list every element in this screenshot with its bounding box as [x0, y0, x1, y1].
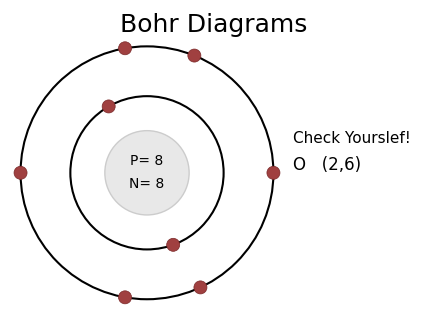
Text: O   (2,6): O (2,6): [292, 156, 360, 174]
Circle shape: [266, 166, 279, 179]
Circle shape: [166, 238, 179, 251]
Circle shape: [193, 281, 207, 294]
Circle shape: [105, 131, 189, 215]
Text: P= 8
N= 8: P= 8 N= 8: [129, 155, 164, 191]
Circle shape: [187, 49, 200, 62]
Circle shape: [118, 42, 131, 55]
Text: Check Yourslef!: Check Yourslef!: [292, 131, 409, 146]
Text: Bohr Diagrams: Bohr Diagrams: [120, 13, 306, 37]
Circle shape: [102, 100, 115, 113]
Circle shape: [14, 166, 27, 179]
Circle shape: [118, 291, 131, 304]
